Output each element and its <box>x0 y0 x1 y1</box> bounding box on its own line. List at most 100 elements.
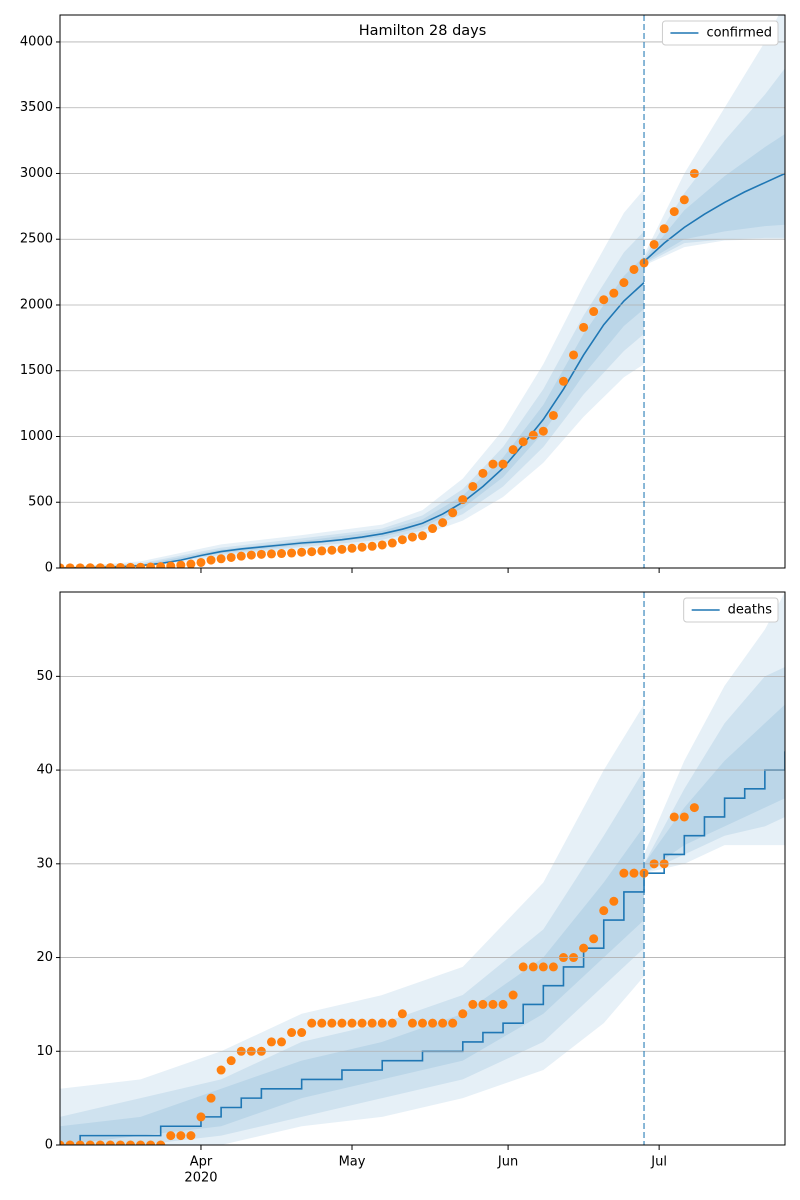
data-point <box>206 1093 216 1103</box>
data-point <box>246 550 256 560</box>
y-tick-label: 0 <box>45 561 53 576</box>
data-point <box>115 562 125 568</box>
data-point <box>307 1018 317 1028</box>
x-tick-label: Jun <box>497 1155 518 1170</box>
data-point <box>669 812 679 822</box>
data-point <box>327 545 337 555</box>
data-point <box>60 1140 65 1145</box>
data-point <box>558 376 568 386</box>
plot-area <box>60 592 785 1145</box>
confidence-band <box>644 68 785 265</box>
data-point <box>407 532 417 542</box>
data-point <box>548 962 558 972</box>
data-point <box>95 1140 105 1145</box>
data-point <box>377 1018 387 1028</box>
data-point <box>589 934 599 944</box>
data-point <box>619 868 629 878</box>
data-point <box>579 943 589 953</box>
data-point <box>689 803 699 813</box>
y-tick-label: 0 <box>45 1138 53 1153</box>
data-point <box>196 1112 206 1122</box>
y-tick-label: 40 <box>36 763 53 778</box>
data-point <box>287 1028 297 1038</box>
data-point <box>468 481 478 491</box>
data-point <box>488 459 498 469</box>
data-point <box>448 508 458 518</box>
y-tick-label: 1500 <box>20 363 53 378</box>
data-point <box>60 563 65 568</box>
x-tick-label: Jul <box>650 1155 667 1170</box>
axes-frame <box>59 14 786 569</box>
data-point <box>548 410 558 420</box>
data-point <box>226 552 236 562</box>
data-point <box>105 563 115 568</box>
data-point <box>297 547 307 557</box>
data-point <box>367 1018 377 1028</box>
data-point <box>166 561 176 568</box>
data-point <box>357 1018 367 1028</box>
data-point <box>599 906 609 916</box>
data-point <box>679 812 689 822</box>
data-point <box>256 549 266 559</box>
x-tick-year: 2020 <box>184 1171 217 1186</box>
confidence-band <box>644 592 785 874</box>
data-point <box>599 295 609 305</box>
data-point <box>186 559 196 568</box>
data-point <box>266 549 276 559</box>
data-point <box>65 563 75 568</box>
data-point <box>277 549 287 559</box>
legend-box <box>661 20 779 46</box>
data-point <box>397 1009 407 1019</box>
data-point <box>317 546 327 556</box>
data-point <box>337 544 347 554</box>
data-point <box>609 288 619 298</box>
data-point <box>418 531 427 541</box>
data-point <box>226 1056 236 1066</box>
y-tick-label: 3500 <box>20 100 53 115</box>
data-point <box>418 1018 427 1028</box>
data-point <box>468 999 478 1009</box>
data-point <box>75 563 85 568</box>
y-tick-label: 10 <box>36 1044 53 1059</box>
data-point <box>85 1140 95 1145</box>
legend: deaths <box>683 597 779 623</box>
data-point <box>136 1140 146 1145</box>
data-point <box>498 999 508 1009</box>
data-point <box>327 1018 337 1028</box>
data-point <box>397 535 407 545</box>
data-point <box>579 322 589 332</box>
data-point <box>428 1018 438 1028</box>
data-point <box>317 1018 327 1028</box>
data-point <box>518 437 528 447</box>
data-point <box>669 207 679 217</box>
data-point <box>206 555 216 565</box>
data-point <box>528 962 538 972</box>
x-tick-label: May <box>339 1155 366 1170</box>
data-point <box>75 1140 85 1145</box>
data-point <box>125 562 135 568</box>
data-point <box>156 562 166 568</box>
data-point <box>266 1037 276 1047</box>
data-point <box>125 1140 135 1145</box>
legend-box <box>683 597 779 623</box>
plot-area <box>60 15 785 568</box>
y-tick-label: 30 <box>36 856 53 871</box>
data-point <box>95 563 105 568</box>
y-tick-label: 2500 <box>20 232 53 247</box>
data-point <box>156 1140 166 1145</box>
data-point <box>186 1131 196 1141</box>
data-point <box>387 538 397 548</box>
data-point <box>508 990 518 1000</box>
data-point <box>307 547 317 557</box>
y-tick-label: 2000 <box>20 297 53 312</box>
data-point <box>347 1018 357 1028</box>
data-point <box>176 560 186 568</box>
data-point <box>236 551 246 561</box>
data-point <box>508 445 518 455</box>
data-point <box>166 1131 176 1141</box>
data-point <box>528 430 538 440</box>
data-point <box>216 554 226 564</box>
confidence-band <box>60 231 645 568</box>
confidence-band <box>644 15 785 266</box>
